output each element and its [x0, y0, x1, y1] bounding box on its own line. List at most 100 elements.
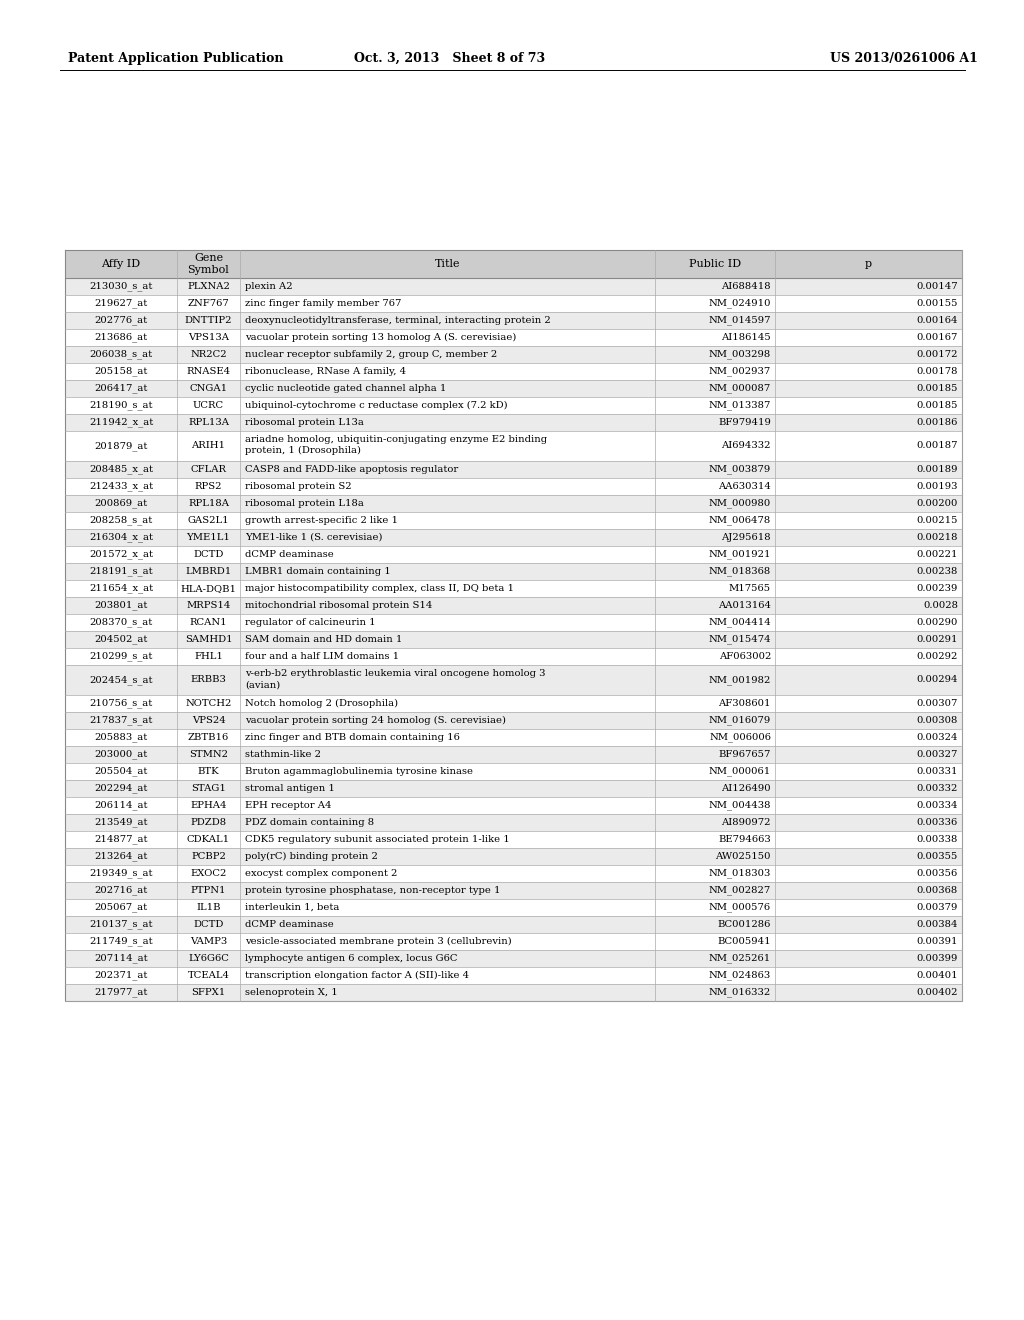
Text: 202776_at: 202776_at — [94, 315, 147, 325]
Text: 0.00292: 0.00292 — [916, 652, 958, 661]
Text: DCTD: DCTD — [194, 550, 223, 558]
Text: 201879_at: 201879_at — [94, 441, 147, 451]
Text: 211749_s_at: 211749_s_at — [89, 937, 153, 946]
Text: AA013164: AA013164 — [718, 601, 771, 610]
Text: 219627_at: 219627_at — [94, 298, 147, 309]
Text: Oct. 3, 2013   Sheet 8 of 73: Oct. 3, 2013 Sheet 8 of 73 — [354, 51, 546, 65]
Bar — [65, 631, 962, 648]
Text: M17565: M17565 — [729, 583, 771, 593]
Text: AA630314: AA630314 — [718, 482, 771, 491]
Bar — [65, 614, 962, 631]
Bar — [65, 279, 962, 294]
Text: 0.00307: 0.00307 — [916, 700, 958, 708]
Bar — [65, 983, 962, 1001]
Text: 0.00193: 0.00193 — [916, 482, 958, 491]
Text: UCRC: UCRC — [193, 401, 224, 411]
Text: 203000_at: 203000_at — [94, 750, 147, 759]
Text: DNTTIP2: DNTTIP2 — [184, 315, 232, 325]
Text: 0.00331: 0.00331 — [916, 767, 958, 776]
Bar — [65, 797, 962, 814]
Text: 0.00172: 0.00172 — [916, 350, 958, 359]
Bar — [65, 933, 962, 950]
Bar — [65, 968, 962, 983]
Text: interleukin 1, beta: interleukin 1, beta — [245, 903, 339, 912]
Text: 217977_at: 217977_at — [94, 987, 147, 998]
Text: stromal antigen 1: stromal antigen 1 — [245, 784, 335, 793]
Text: NM_024863: NM_024863 — [709, 970, 771, 981]
Text: ZNF767: ZNF767 — [187, 300, 229, 308]
Text: 210137_s_at: 210137_s_at — [89, 920, 153, 929]
Bar — [65, 564, 962, 579]
Bar — [65, 495, 962, 512]
Text: 0.00189: 0.00189 — [916, 465, 958, 474]
Text: vacuolar protein sorting 24 homolog (S. cerevisiae): vacuolar protein sorting 24 homolog (S. … — [245, 715, 506, 725]
Text: 206038_s_at: 206038_s_at — [89, 350, 153, 359]
Text: HLA-DQB1: HLA-DQB1 — [180, 583, 237, 593]
Text: 213264_at: 213264_at — [94, 851, 147, 862]
Bar — [65, 763, 962, 780]
Text: 0.00391: 0.00391 — [916, 937, 958, 946]
Text: ariadne homolog, ubiquitin-conjugating enzyme E2 binding
protein, 1 (Drosophila): ariadne homolog, ubiquitin-conjugating e… — [245, 436, 547, 455]
Text: 0.00221: 0.00221 — [916, 550, 958, 558]
Text: NM_002827: NM_002827 — [709, 886, 771, 895]
Bar — [65, 916, 962, 933]
Text: PTPN1: PTPN1 — [190, 886, 226, 895]
Text: 202716_at: 202716_at — [94, 886, 147, 895]
Text: NM_004414: NM_004414 — [709, 618, 771, 627]
Bar — [65, 380, 962, 397]
Text: RNASE4: RNASE4 — [186, 367, 230, 376]
Text: LY6G6C: LY6G6C — [188, 954, 229, 964]
Text: NM_003879: NM_003879 — [709, 465, 771, 474]
Text: CDK5 regulatory subunit associated protein 1-like 1: CDK5 regulatory subunit associated prote… — [245, 836, 510, 843]
Text: protein tyrosine phosphatase, non-receptor type 1: protein tyrosine phosphatase, non-recept… — [245, 886, 501, 895]
Text: 0.00147: 0.00147 — [916, 282, 958, 290]
Text: VPS24: VPS24 — [191, 715, 225, 725]
Text: NM_018368: NM_018368 — [709, 566, 771, 577]
Text: FHL1: FHL1 — [195, 652, 223, 661]
Text: 0.00185: 0.00185 — [916, 401, 958, 411]
Text: Gene
Symbol: Gene Symbol — [187, 253, 229, 275]
Text: exocyst complex component 2: exocyst complex component 2 — [245, 869, 397, 878]
Text: 0.00290: 0.00290 — [916, 618, 958, 627]
Text: CDKAL1: CDKAL1 — [187, 836, 230, 843]
Text: 200869_at: 200869_at — [94, 499, 147, 508]
Text: major histocompatibility complex, class II, DQ beta 1: major histocompatibility complex, class … — [245, 583, 514, 593]
Text: 0.00200: 0.00200 — [916, 499, 958, 508]
Text: YME1L1: YME1L1 — [186, 533, 230, 543]
Text: VPS13A: VPS13A — [188, 333, 229, 342]
Text: Notch homolog 2 (Drosophila): Notch homolog 2 (Drosophila) — [245, 698, 398, 708]
Text: stathmin-like 2: stathmin-like 2 — [245, 750, 321, 759]
Text: 203801_at: 203801_at — [94, 601, 147, 610]
Text: 0.00368: 0.00368 — [916, 886, 958, 895]
Text: transcription elongation factor A (SII)-like 4: transcription elongation factor A (SII)-… — [245, 972, 469, 979]
Text: ribosomal protein L18a: ribosomal protein L18a — [245, 499, 364, 508]
Bar — [65, 414, 962, 432]
Text: NM_001982: NM_001982 — [709, 675, 771, 685]
Text: NM_001921: NM_001921 — [709, 549, 771, 560]
Text: SAMHD1: SAMHD1 — [184, 635, 232, 644]
Text: RCAN1: RCAN1 — [189, 618, 227, 627]
Text: 0.00379: 0.00379 — [916, 903, 958, 912]
Text: SAM domain and HD domain 1: SAM domain and HD domain 1 — [245, 635, 402, 644]
Text: AW025150: AW025150 — [716, 851, 771, 861]
Text: NM_004438: NM_004438 — [709, 801, 771, 810]
Text: 204502_at: 204502_at — [94, 635, 147, 644]
Text: RPL13A: RPL13A — [188, 418, 229, 426]
Text: AJ295618: AJ295618 — [721, 533, 771, 543]
Text: 205158_at: 205158_at — [94, 367, 147, 376]
Bar — [65, 648, 962, 665]
Text: 208258_s_at: 208258_s_at — [89, 516, 153, 525]
Text: Public ID: Public ID — [689, 259, 741, 269]
Text: NM_003298: NM_003298 — [709, 350, 771, 359]
Text: 208485_x_at: 208485_x_at — [89, 465, 153, 474]
Text: 210299_s_at: 210299_s_at — [89, 652, 153, 661]
Text: 206114_at: 206114_at — [94, 801, 147, 810]
Text: p: p — [865, 259, 872, 269]
Text: CNGA1: CNGA1 — [189, 384, 227, 393]
Bar — [65, 346, 962, 363]
Text: NR2C2: NR2C2 — [190, 350, 226, 359]
Text: 0.00187: 0.00187 — [916, 441, 958, 450]
Text: 206417_at: 206417_at — [94, 384, 147, 393]
Text: TCEAL4: TCEAL4 — [187, 972, 229, 979]
Bar — [65, 665, 962, 696]
